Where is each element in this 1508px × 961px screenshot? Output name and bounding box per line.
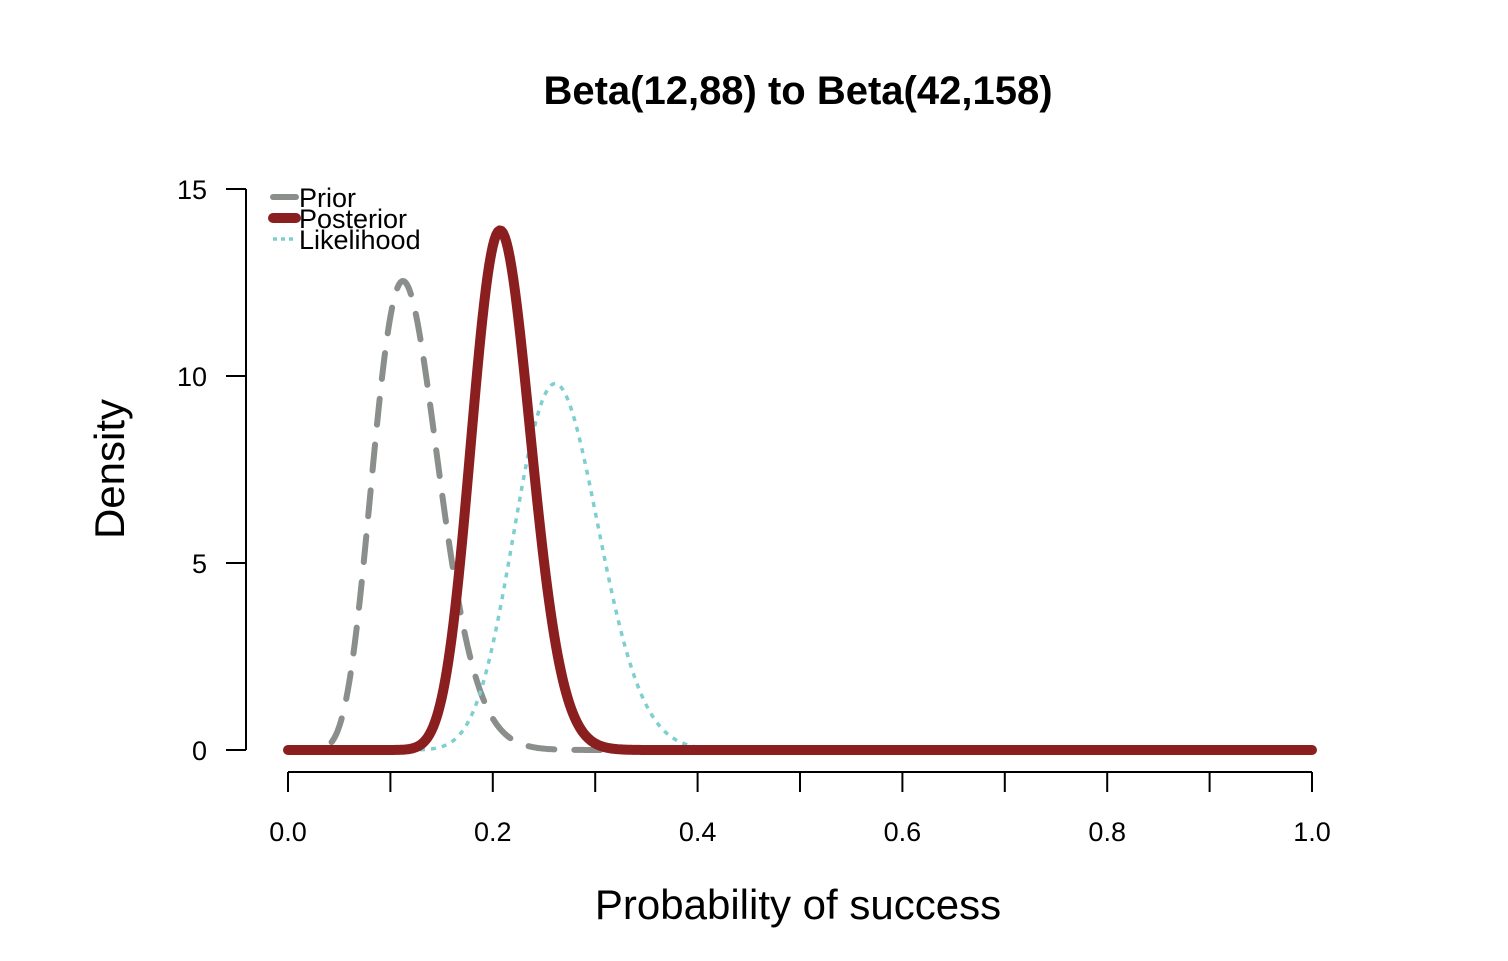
y-tick-label: 15	[177, 175, 207, 205]
x-tick-label: 0.6	[884, 817, 922, 847]
y-tick-label: 5	[192, 549, 207, 579]
series-line-posterior	[283, 225, 1317, 755]
y-tick-label: 10	[177, 362, 207, 392]
series-layer	[283, 225, 1317, 755]
x-axis: 0.0 0.2 0.4 0.6 0.8 1.0	[269, 771, 1331, 847]
y-axis-title: Density	[86, 399, 133, 539]
y-axis: 0 5 10 15	[177, 175, 247, 766]
x-tick-label: 0.0	[269, 817, 307, 847]
x-tick-label: 0.2	[474, 817, 512, 847]
chart-title: Beta(12,88) to Beta(42,158)	[543, 69, 1052, 113]
x-tick-label: 0.4	[679, 817, 717, 847]
legend-label-prior: Prior	[299, 183, 356, 213]
legend-label-posterior: Posterior	[299, 204, 407, 234]
x-tick-label: 0.8	[1088, 817, 1126, 847]
y-tick-label: 0	[192, 736, 207, 766]
x-axis-title: Probability of success	[595, 881, 1001, 928]
x-tick-label: 1.0	[1293, 817, 1331, 847]
legend-label-likelihood: Likelihood	[299, 225, 421, 255]
